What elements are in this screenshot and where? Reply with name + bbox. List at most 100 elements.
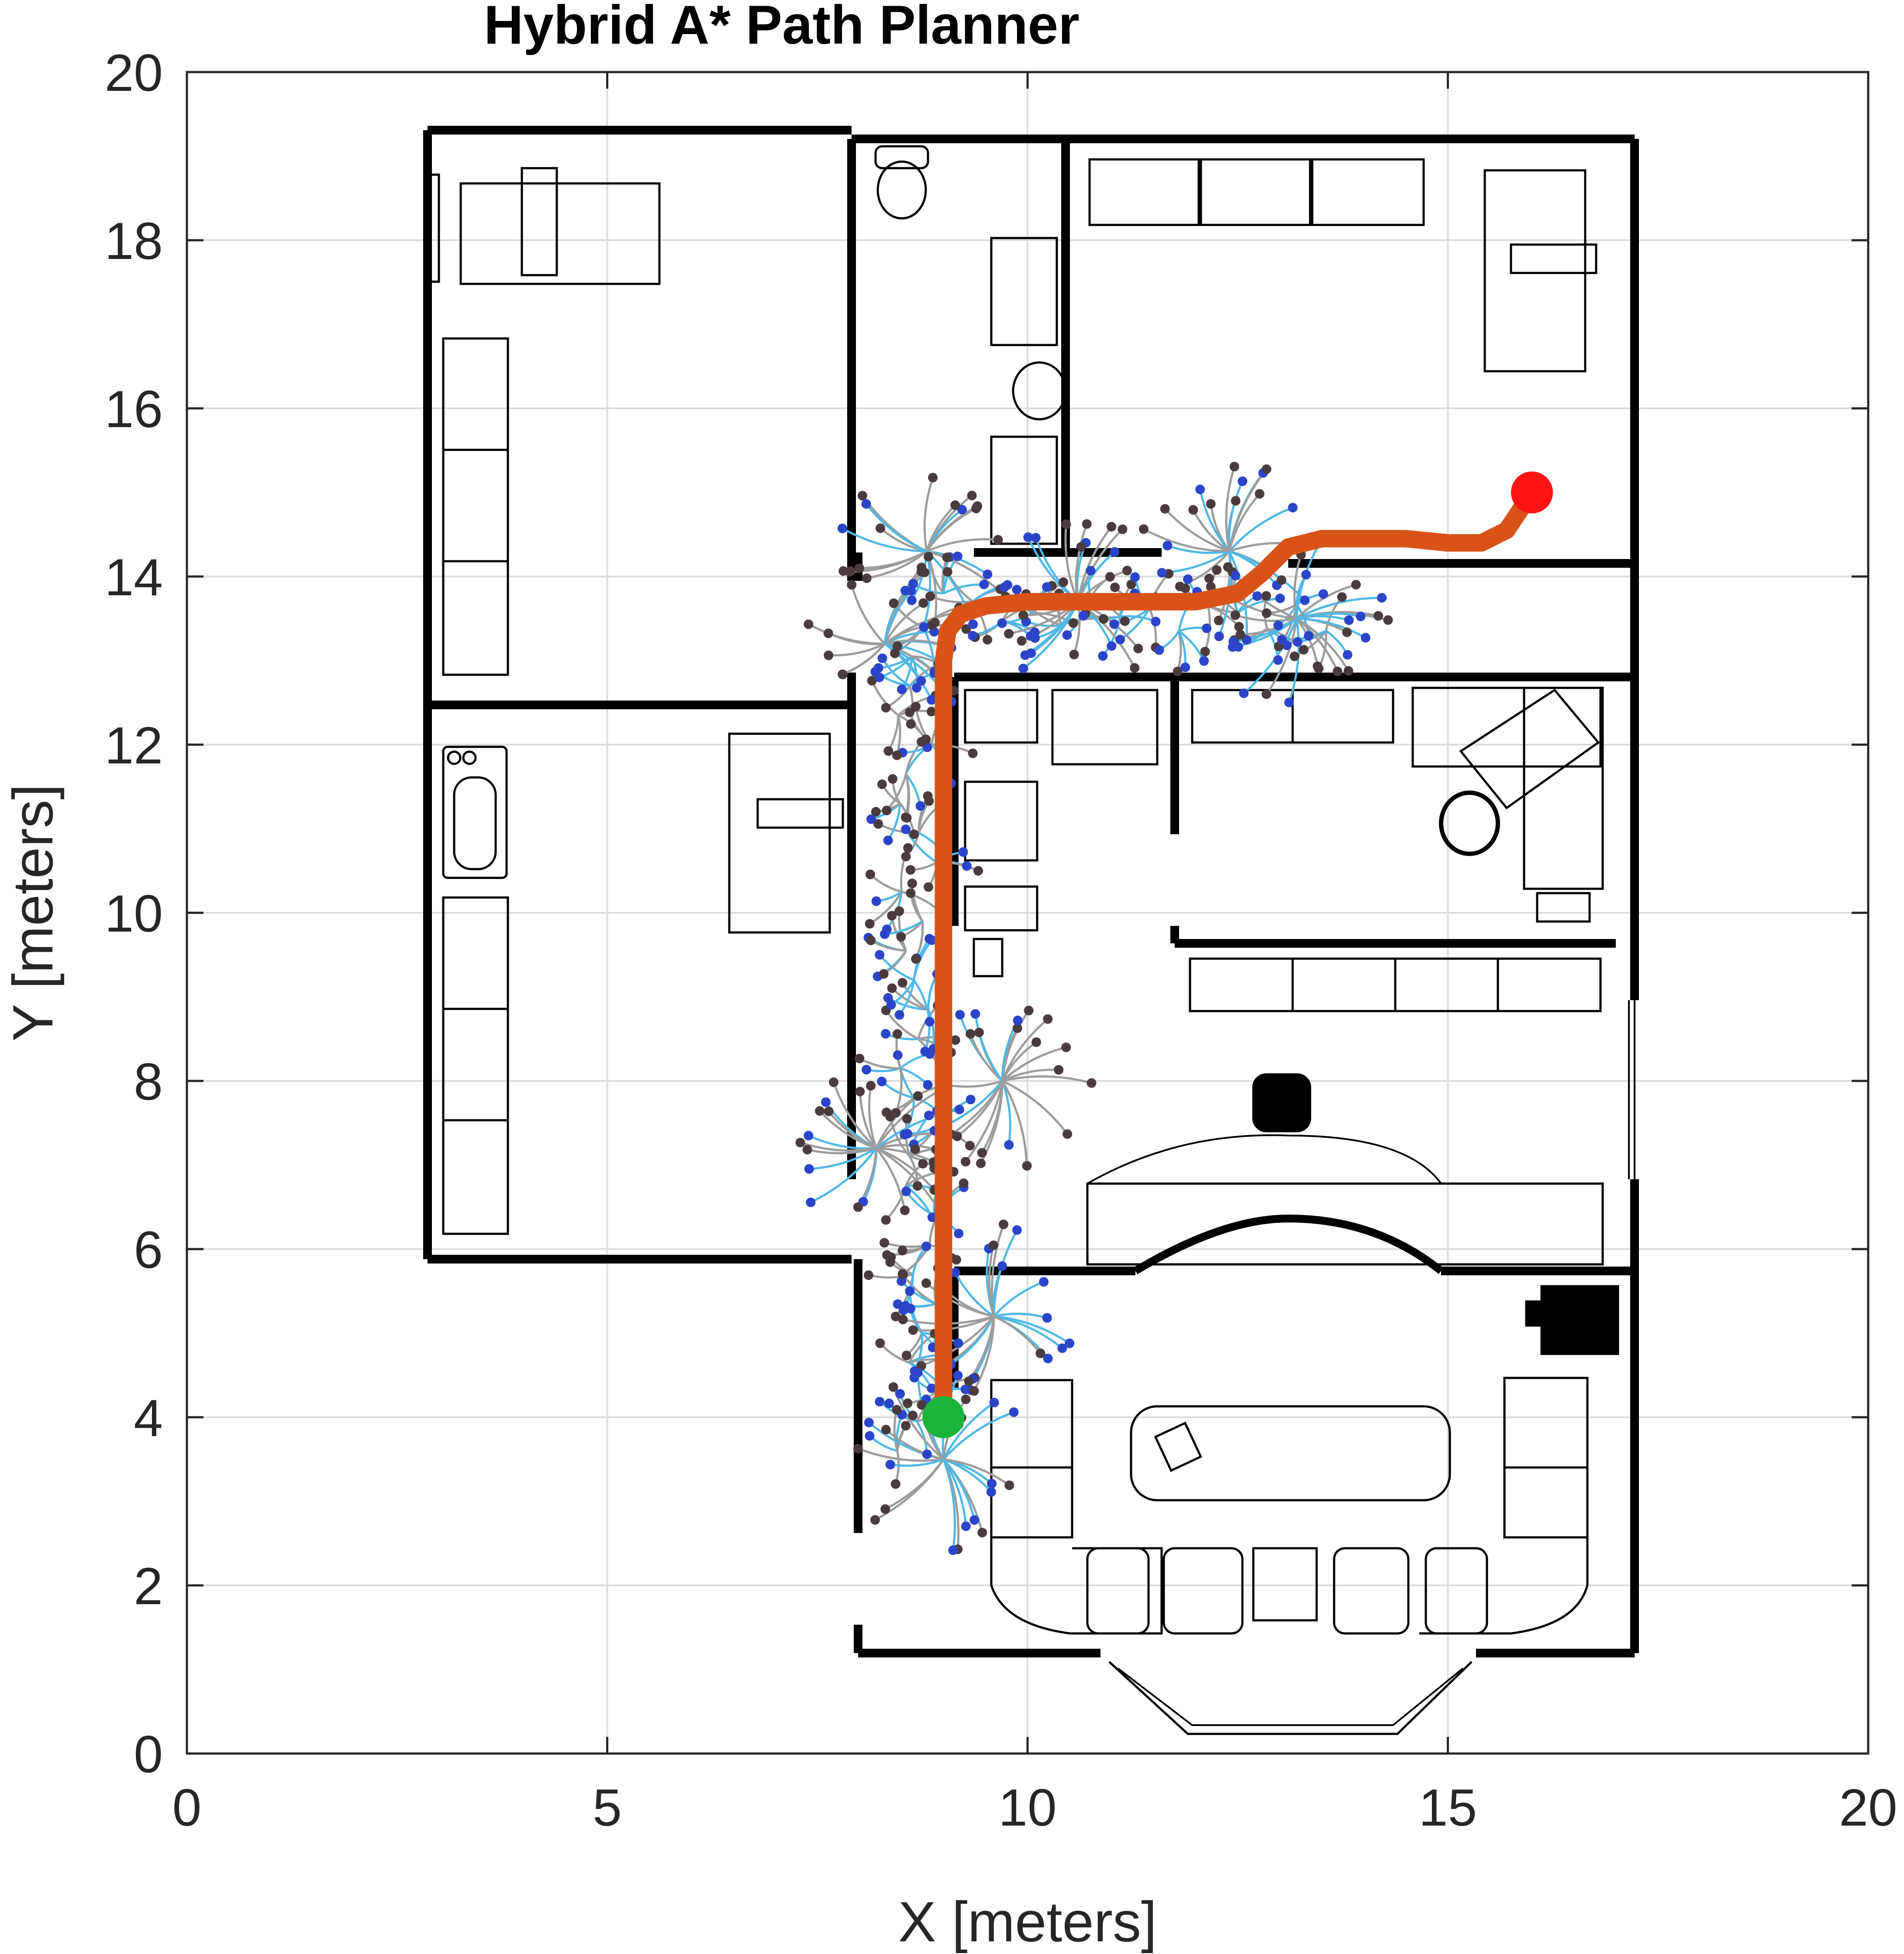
- tree-node: [921, 1278, 931, 1288]
- tree-node: [873, 819, 883, 829]
- tree-node: [952, 1131, 962, 1141]
- tree-node: [804, 619, 814, 629]
- tree-node: [1003, 580, 1013, 590]
- tree-node: [886, 1000, 896, 1010]
- tree-node: [897, 1276, 907, 1286]
- tree-edge: [883, 602, 924, 645]
- tree-node: [824, 1106, 834, 1116]
- tree-node: [968, 631, 978, 641]
- tree-node: [1162, 541, 1173, 551]
- tree-node: [1290, 651, 1300, 661]
- tree-edge: [1001, 1081, 1011, 1145]
- tree-node: [894, 1010, 904, 1020]
- tree-node: [898, 1315, 908, 1325]
- tree-node: [1304, 631, 1314, 641]
- tree-node: [1018, 610, 1028, 620]
- tree-node: [942, 552, 952, 563]
- tree-node: [1122, 566, 1132, 576]
- tree-node: [1252, 591, 1262, 601]
- tree-node: [901, 852, 911, 862]
- tree-node: [829, 1077, 839, 1087]
- tree-node: [900, 1205, 910, 1215]
- tree-edge: [1001, 1046, 1066, 1082]
- tree-node: [880, 1504, 890, 1514]
- tree-node: [871, 807, 881, 817]
- tree-node: [1180, 663, 1190, 673]
- tree-edge: [1192, 509, 1230, 552]
- tree-node: [917, 1400, 927, 1410]
- tree-node: [906, 586, 916, 596]
- tree-node: [894, 906, 904, 916]
- tree-node: [1214, 632, 1224, 642]
- tree-edge: [1296, 612, 1361, 620]
- tree-edge: [876, 1147, 935, 1191]
- tree-edge: [942, 1402, 995, 1460]
- tree-node: [1157, 568, 1167, 578]
- tree-node: [997, 618, 1007, 628]
- tree-node: [892, 750, 902, 760]
- tree-node: [1154, 645, 1164, 655]
- floor-plan-walls: [423, 126, 1639, 1657]
- tree-node: [1206, 499, 1216, 509]
- tree-edge: [810, 1147, 877, 1204]
- tree-node: [1300, 595, 1310, 605]
- tree-node: [875, 950, 885, 960]
- tree-node: [1318, 589, 1328, 599]
- tree-edge: [871, 680, 899, 716]
- tree-node: [953, 1338, 963, 1348]
- tree-node: [862, 573, 872, 583]
- tree-node: [957, 504, 967, 514]
- tree-node: [1200, 646, 1210, 656]
- tree-edge: [850, 584, 886, 645]
- tree-node: [1004, 1140, 1014, 1150]
- tree-node: [925, 591, 935, 601]
- tree-node: [1356, 611, 1366, 621]
- tree-edge: [1296, 617, 1366, 639]
- chart-title: Hybrid A* Path Planner: [484, 0, 1080, 55]
- tree-node: [1288, 503, 1298, 513]
- tree-edge: [828, 1111, 877, 1150]
- tree-node: [824, 650, 834, 660]
- tree-node: [891, 1312, 901, 1322]
- planned-path: [935, 483, 1541, 1426]
- tree-node: [1098, 614, 1108, 624]
- tree-node: [1035, 1348, 1045, 1358]
- tree-node: [1110, 547, 1120, 557]
- tree-edge: [868, 1085, 877, 1149]
- tree-node: [1043, 1353, 1053, 1364]
- tree-node: [795, 1138, 805, 1148]
- tree-node: [967, 490, 977, 501]
- tree-edge: [800, 1141, 876, 1152]
- tree-node: [890, 1479, 900, 1489]
- tree-edge: [1001, 1018, 1049, 1081]
- tree-node: [968, 619, 978, 629]
- tree-edge: [832, 1082, 877, 1149]
- tree-node: [924, 1017, 935, 1027]
- tree-node: [903, 1398, 913, 1408]
- tree-node: [927, 1212, 937, 1222]
- tree-node: [920, 567, 930, 577]
- tree-node: [853, 1443, 863, 1453]
- tree-node: [1009, 1407, 1019, 1417]
- tree-node: [998, 1219, 1008, 1229]
- tree-node: [1239, 688, 1249, 698]
- tree-node: [1262, 689, 1272, 699]
- tree-node: [897, 978, 907, 988]
- tree-edge: [950, 1315, 995, 1365]
- tree-node: [1126, 580, 1136, 590]
- tree-node: [885, 1460, 895, 1470]
- tree-node: [883, 746, 893, 756]
- tree-edge: [942, 1411, 1014, 1460]
- tree-node: [845, 566, 855, 576]
- tree-node: [926, 707, 936, 717]
- tree-edge: [923, 477, 934, 552]
- tree-node: [983, 635, 993, 645]
- tree-edge: [1225, 466, 1236, 552]
- tree-node: [877, 653, 887, 663]
- tree-node: [1151, 617, 1161, 627]
- tree-node: [923, 791, 933, 801]
- tree-edge: [866, 550, 928, 580]
- tree-edge: [890, 1458, 944, 1467]
- tree-node: [950, 500, 960, 510]
- y-tick-label: 20: [105, 44, 163, 102]
